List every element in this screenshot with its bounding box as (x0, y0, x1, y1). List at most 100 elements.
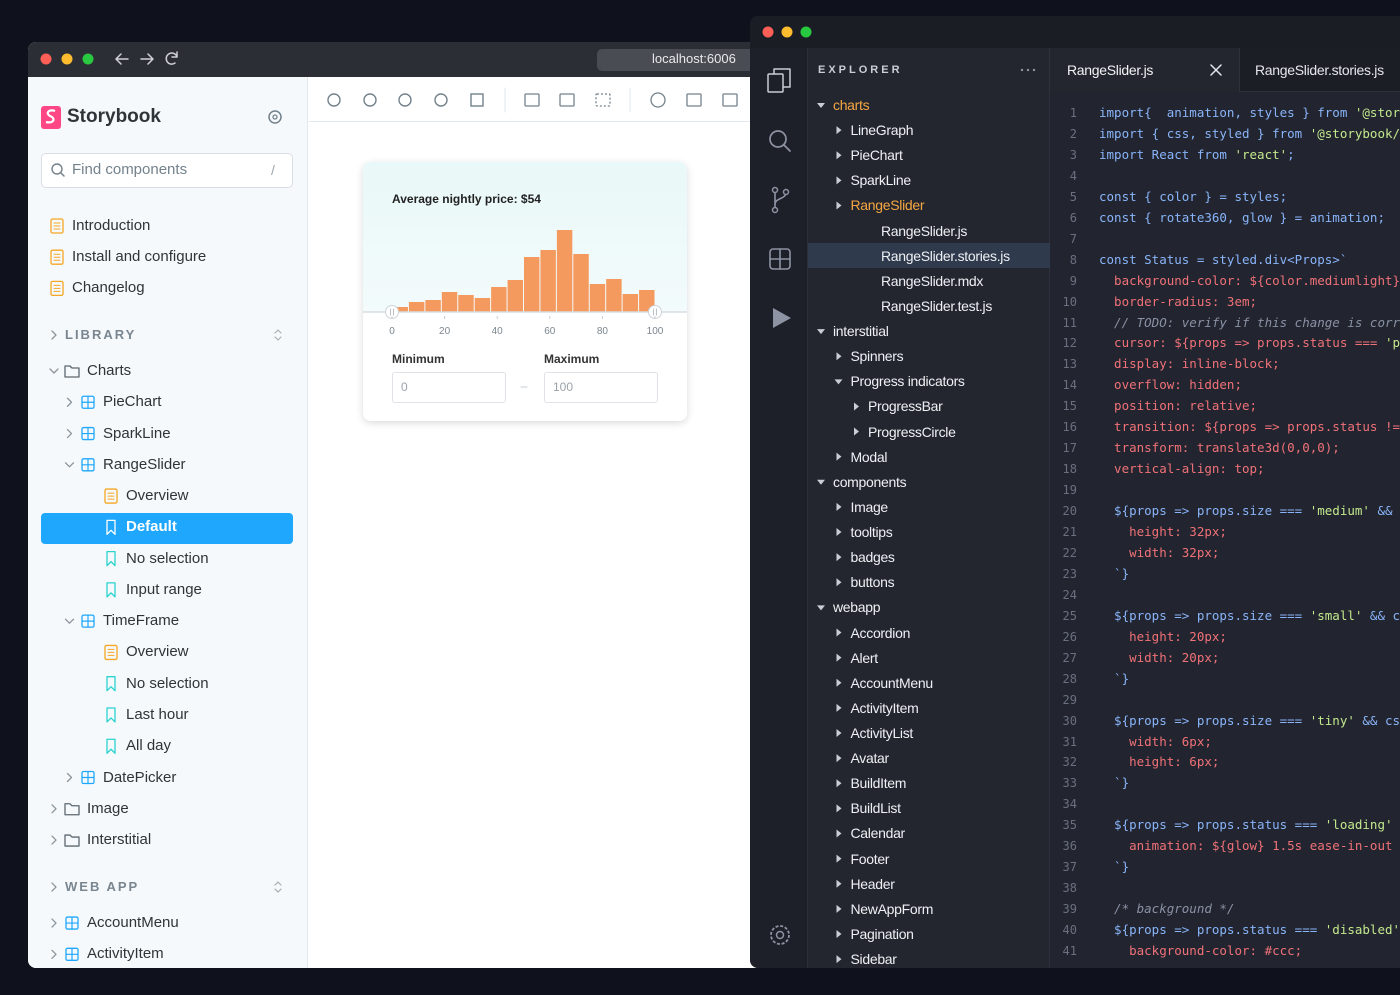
code-line: ${props => props.status === 'disabled' (1099, 922, 1400, 938)
explorer-item[interactable]: Progress indicators (850, 373, 965, 390)
tree-item[interactable]: ActivityItem (87, 945, 164, 963)
chevron (49, 368, 59, 374)
code-line: width: 20px; (1099, 649, 1220, 665)
editor-tab[interactable]: RangeSlider.stories.js (1255, 62, 1384, 78)
active-tab[interactable] (1050, 48, 1240, 92)
toolbar-button[interactable] (686, 93, 702, 107)
explorer-item[interactable]: Calendar (850, 825, 906, 842)
toolbar-button[interactable] (398, 93, 412, 107)
more-actions[interactable] (1020, 68, 1024, 72)
section-header[interactable]: WEB APP (65, 879, 140, 895)
tree-item[interactable]: Charts (87, 362, 132, 379)
tree-item[interactable]: AccountMenu (87, 914, 179, 932)
toolbar-button[interactable] (470, 93, 484, 107)
tree-item[interactable]: Last hour (126, 705, 189, 723)
toolbar-button[interactable] (722, 93, 738, 107)
explorer-button[interactable] (767, 73, 784, 93)
code-area: 1 import{ animation, styles } from '@stor… (1050, 100, 1400, 962)
explorer-item[interactable]: NewAppForm (850, 900, 934, 917)
explorer-item[interactable]: Accordion (850, 624, 911, 641)
tree-item[interactable]: RangeSlider (103, 455, 186, 473)
tree-item[interactable]: Image (87, 799, 129, 817)
toolbar-button[interactable] (363, 93, 377, 107)
explorer-item[interactable]: Spinners (850, 348, 904, 365)
toolbar-button[interactable] (434, 93, 448, 107)
settings-button[interactable] (268, 110, 282, 124)
explorer-item[interactable]: BuildItem (850, 775, 907, 792)
explorer-item[interactable]: PieChart (850, 147, 903, 164)
toolbar-button[interactable] (595, 93, 611, 107)
line-number: 2 (1069, 126, 1077, 141)
toolbar-button[interactable] (524, 93, 540, 107)
bar (606, 279, 622, 312)
component-grid (81, 426, 95, 441)
explorer-item[interactable]: Avatar (850, 750, 890, 767)
search-box[interactable] (41, 153, 293, 188)
explorer-item[interactable]: Modal (850, 448, 888, 465)
explorer-item[interactable]: Alert (850, 649, 879, 666)
line-number: 4 (1069, 168, 1077, 183)
explorer-item[interactable]: buttons (850, 574, 895, 591)
toolbar-button[interactable] (327, 93, 341, 107)
explorer-item[interactable]: Pagination (850, 925, 914, 942)
explorer-item[interactable]: AccountMenu (850, 674, 934, 691)
explorer-item[interactable]: webapp (833, 599, 881, 616)
explorer-item[interactable]: interstitial (833, 323, 889, 340)
explorer-item[interactable]: RangeSlider.js (881, 222, 968, 239)
min-input[interactable] (392, 372, 506, 403)
explorer-item[interactable]: Footer (850, 850, 890, 867)
line-number: 16 (1062, 420, 1077, 435)
settings-button[interactable] (770, 925, 790, 945)
run-button[interactable] (773, 308, 791, 328)
tree-item[interactable]: No selection (126, 674, 209, 692)
explorer-item[interactable]: badges (850, 549, 895, 566)
explorer-item[interactable]: Sidebar (850, 951, 897, 968)
section-header[interactable]: LIBRARY (65, 327, 137, 342)
tree-item[interactable]: Input range (126, 580, 202, 598)
toolbar-button[interactable] (559, 93, 575, 107)
tree-item[interactable]: Default (126, 518, 177, 536)
line-number: 25 (1062, 608, 1077, 623)
tree-item[interactable]: No selection (126, 549, 209, 567)
tree-item[interactable]: Interstitial (87, 831, 152, 849)
explorer-item[interactable]: RangeSlider.mdx (881, 272, 984, 289)
explorer-item[interactable]: Header (850, 875, 895, 892)
explorer-item[interactable]: ProgressCircle (868, 423, 956, 440)
tree-item[interactable]: All day (126, 737, 172, 755)
explorer-item[interactable]: Image (850, 498, 889, 515)
tree-arrow (817, 479, 825, 485)
line-number: 8 (1069, 252, 1077, 267)
doc-link[interactable]: Install and configure (72, 248, 207, 266)
tree-item[interactable]: PieChart (103, 393, 162, 411)
logo-s (45, 109, 56, 124)
explorer-item[interactable]: tooltips (850, 524, 893, 541)
explorer-item[interactable]: LineGraph (850, 122, 914, 139)
activity-bar (750, 48, 808, 968)
explorer-item[interactable]: ActivityList (850, 725, 914, 741)
explorer-item[interactable]: RangeSlider.test.js (881, 297, 993, 314)
more-actions[interactable] (1026, 68, 1030, 72)
url-bar[interactable] (597, 49, 788, 71)
more-actions[interactable] (1032, 68, 1036, 72)
story-icon (106, 707, 116, 723)
explorer-item[interactable]: RangeSlider.stories.js (881, 247, 1010, 264)
doc-link[interactable]: Changelog (72, 279, 145, 297)
explorer-item[interactable]: components (833, 473, 907, 490)
max-input[interactable] (544, 372, 658, 403)
explorer-item[interactable]: charts (833, 97, 870, 113)
tree-item[interactable]: Overview (126, 487, 189, 505)
search-button[interactable] (769, 130, 787, 148)
tree-item[interactable]: SparkLine (103, 424, 171, 442)
explorer-item[interactable]: BuildList (850, 800, 902, 817)
explorer-item[interactable]: ActivityItem (850, 699, 919, 716)
tree-item[interactable]: DatePicker (103, 768, 177, 786)
tree-item[interactable]: Overview (126, 643, 189, 661)
explorer-item[interactable]: RangeSlider (850, 197, 925, 214)
toolbar-button[interactable] (650, 92, 666, 108)
tree-item[interactable]: TimeFrame (103, 612, 180, 630)
doc-link[interactable]: Introduction (72, 217, 151, 234)
line-number: 24 (1062, 587, 1077, 602)
editor-tab[interactable]: RangeSlider.js (1067, 62, 1154, 78)
explorer-item[interactable]: SparkLine (850, 172, 912, 189)
explorer-item[interactable]: ProgressBar (868, 398, 943, 415)
